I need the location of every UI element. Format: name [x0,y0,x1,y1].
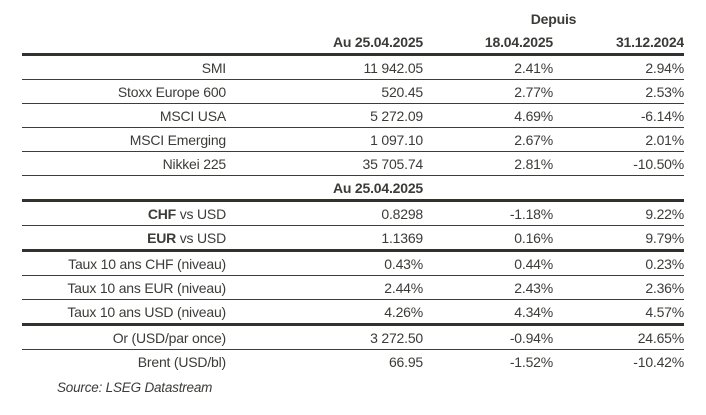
row-label: EUR vs USD [22,225,232,252]
cell-value: -10.42% [633,353,685,370]
row-label [22,175,232,202]
row-label: MSCI USA [22,103,232,128]
cell-value [423,175,553,202]
row-label-bold: EUR [147,229,177,246]
table-row: Nikkei 225 35 705.74 2.81% -10.50% [22,151,685,176]
cell-value: -1.18% [423,200,553,226]
row-label: Brent (USD/bl) [137,353,226,370]
table-row: SMI 11 942.05 2.41% 2.94% [22,54,685,80]
market-table: Depuis Au 25.04.2025 18.04.2025 31.12.20… [22,7,685,374]
cell-value: -10.50% [553,151,685,176]
row-label: Taux 10 ans USD (niveau) [22,299,232,326]
group-header-row: Depuis [22,7,684,30]
group-header-depuis: Depuis [530,10,577,27]
cell-value: 0.44% [423,250,553,276]
cell-value: 0.23% [553,250,685,276]
cell-value: 5 272.09 [232,103,423,128]
cell-value: 520.45 [232,79,423,104]
cell-value: 2.53% [553,79,685,104]
table-row: Or (USD/par once) 3 272.50 -0.94% 24.65% [22,324,685,350]
cell-value: 2.44% [232,275,423,300]
cell-value: 1 097.10 [232,127,423,152]
table-row: CHF vs USD 0.8298 -1.18% 9.22% [22,200,685,226]
cell-value: 1.1369 [232,225,423,252]
cell-value [553,175,685,202]
cell-value: 2.41% [423,54,553,80]
cell-value: 35 705.74 [232,151,423,176]
row-label: Taux 10 ans EUR (niveau) [22,275,232,300]
cell-value: 4.69% [423,103,553,128]
cell-value: 0.8298 [232,200,423,226]
table-row: Taux 10 ans CHF (niveau) 0.43% 0.44% 0.23% [22,250,685,276]
row-label: Nikkei 225 [22,151,232,176]
cell-value: 2.43% [423,275,553,300]
row-label: SMI [22,54,232,80]
cell-value: -0.94% [423,324,553,350]
table-body: SMI 11 942.05 2.41% 2.94% Stoxx Europe 600 52… [22,54,685,374]
group-header-spacer [22,7,423,30]
cell-value: 9.79% [553,225,685,252]
row-label: Or (USD/par once) [22,324,232,350]
row-label: Stoxx Europe 600 [22,79,232,104]
cell-value: 9.22% [553,200,685,226]
table-header: Depuis Au 25.04.2025 18.04.2025 31.12.20… [22,7,685,56]
cell-value: 2.81% [423,151,553,176]
row-label: CHF vs USD [22,200,232,226]
cell-value: -6.14% [553,103,685,128]
cell-value: 4.26% [232,299,423,326]
table-row: MSCI Emerging 1 097.10 2.67% 2.01% [22,127,685,152]
table-row: MSCI USA 5 272.09 4.69% -6.14% [22,103,685,128]
section-header-row: Au 25.04.2025 [22,175,685,202]
cell-value: 66.95 [388,353,423,370]
section-header-label: Au 25.04.2025 [232,175,423,202]
cell-value: 24.65% [553,324,685,350]
cell-value: 2.01% [553,127,685,152]
cell-value: 4.57% [553,299,685,326]
cell-value: -1.52% [509,353,553,370]
cell-value: 0.43% [232,250,423,276]
row-label: MSCI Emerging [22,127,232,152]
table-row: Taux 10 ans EUR (niveau) 2.44% 2.43% 2.36% [22,275,685,300]
cell-value: 3 272.50 [232,324,423,350]
cell-value: 2.94% [553,54,685,80]
row-label: Taux 10 ans CHF (niveau) [22,250,232,276]
cell-value: 2.77% [423,79,553,104]
column-header-since-1: 18.04.2025 [423,30,553,56]
column-header-spacer [22,30,232,56]
cell-value: 2.67% [423,127,553,152]
cell-value: 4.34% [423,299,553,326]
column-header-au: Au 25.04.2025 [232,30,423,56]
table-row: Taux 10 ans USD (niveau) 4.26% 4.34% 4.57% [22,299,685,326]
table-figure: Depuis Au 25.04.2025 18.04.2025 31.12.20… [22,7,685,395]
table-row: EUR vs USD 1.1369 0.16% 9.79% [22,225,685,252]
table-row: Brent (USD/bl) 66.95 -1.52% -10.42% [22,350,684,374]
cell-value: 2.36% [553,275,685,300]
cell-value: 0.16% [423,225,553,252]
column-header-row: Au 25.04.2025 18.04.2025 31.12.2024 [22,30,685,56]
row-label-bold: CHF [147,205,177,222]
source-note: Source: LSEG Datastream [57,380,213,395]
table-row: Stoxx Europe 600 520.45 2.77% 2.53% [22,79,685,104]
column-header-since-2: 31.12.2024 [553,30,685,56]
cell-value: 11 942.05 [232,54,423,80]
